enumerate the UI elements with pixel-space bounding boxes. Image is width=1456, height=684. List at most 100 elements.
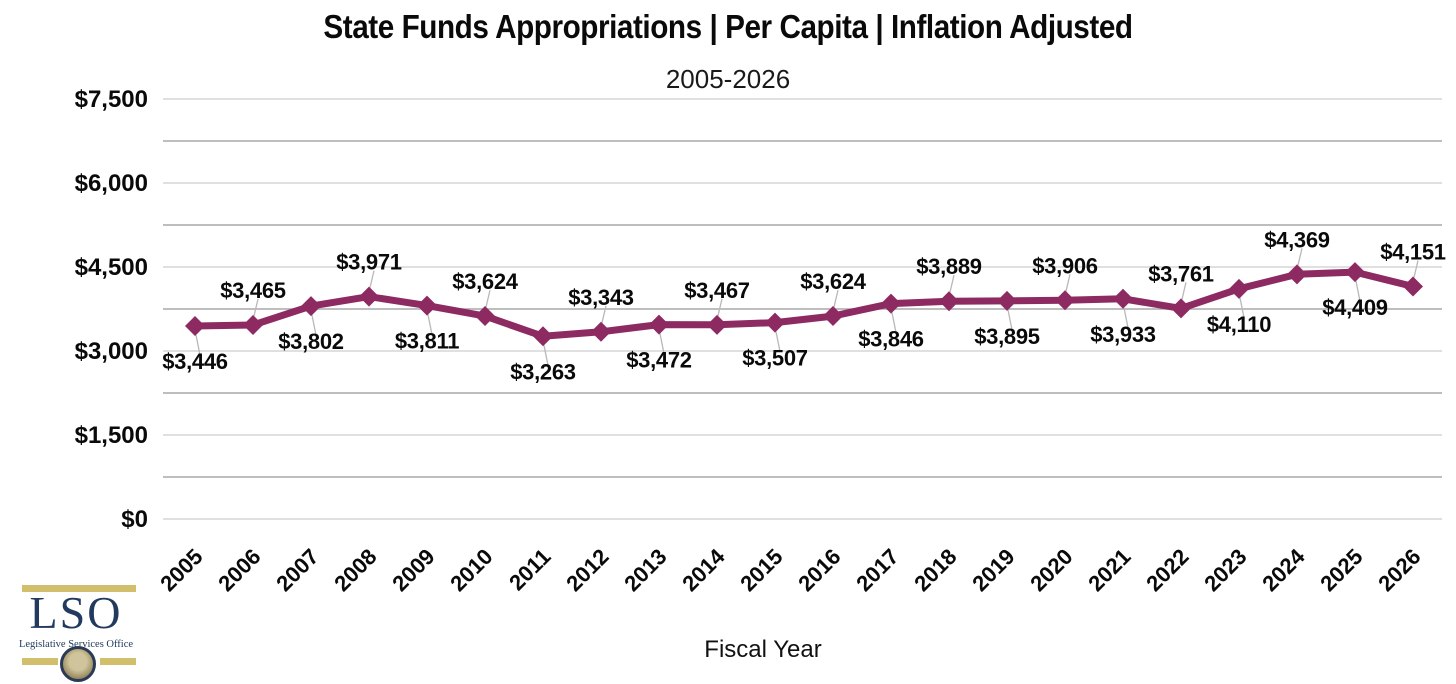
y-tick-label: $4,500 — [75, 254, 148, 281]
x-tick-label: 2012 — [561, 544, 613, 596]
leader-line — [949, 275, 955, 293]
x-tick-label: 2022 — [1141, 544, 1193, 596]
data-point-label: $3,507 — [742, 346, 808, 371]
data-point-marker — [939, 291, 959, 312]
x-tick-label: 2024 — [1257, 543, 1310, 596]
leader-line — [1239, 297, 1245, 318]
data-point-marker — [1403, 276, 1423, 297]
y-tick-label: $1,500 — [75, 422, 148, 449]
data-point-label: $4,369 — [1264, 227, 1330, 252]
x-axis-title: Fiscal Year — [704, 636, 822, 663]
chart-subtitle: 2005-2026 — [665, 64, 791, 94]
data-point-label: $4,110 — [1207, 312, 1271, 337]
leader-line — [1065, 274, 1071, 292]
data-point-marker — [533, 326, 553, 347]
data-point-label: $3,933 — [1090, 322, 1156, 347]
data-point-label: $3,761 — [1148, 261, 1214, 286]
x-tick-label: 2023 — [1199, 544, 1251, 596]
leader-line — [601, 305, 607, 323]
data-point-label: $3,971 — [336, 250, 402, 275]
x-tick-label: 2016 — [793, 544, 845, 596]
data-point-label: $3,343 — [568, 285, 634, 310]
lso-seal-icon — [60, 646, 96, 682]
leader-line — [485, 289, 491, 308]
x-tick-label: 2007 — [271, 544, 323, 596]
data-point-label: $3,624 — [800, 269, 867, 294]
data-point-label: $3,472 — [626, 348, 692, 373]
data-point-label: $3,895 — [974, 324, 1040, 349]
y-tick-label: $6,000 — [75, 170, 148, 197]
data-point-marker — [649, 314, 669, 335]
x-tick-label: 2009 — [387, 544, 439, 596]
data-point-label: $4,409 — [1322, 295, 1388, 320]
data-point-label: $3,846 — [858, 327, 924, 352]
leader-line — [775, 331, 781, 352]
y-tick-label: $0 — [121, 506, 148, 533]
leader-line — [1413, 260, 1419, 278]
data-point-marker — [765, 312, 785, 333]
x-tick-label: 2014 — [677, 543, 730, 596]
data-point-label: $3,263 — [510, 359, 576, 384]
leader-line — [1007, 309, 1013, 331]
data-point-marker — [881, 293, 901, 314]
leader-line — [195, 334, 201, 356]
data-point-label: $4,151 — [1380, 240, 1446, 265]
data-point-marker — [1055, 290, 1075, 311]
x-tick-label: 2017 — [851, 544, 903, 596]
x-tick-label: 2025 — [1315, 544, 1367, 596]
data-point-marker — [1287, 264, 1307, 285]
x-tick-label: 2015 — [735, 544, 787, 596]
data-point-marker — [1345, 262, 1365, 283]
lso-logo: LSO Legislative Services Office — [14, 582, 138, 684]
data-point-marker — [417, 295, 437, 316]
data-point-marker — [997, 290, 1017, 311]
data-point-marker — [1113, 288, 1133, 309]
leader-line — [833, 289, 839, 308]
x-tick-label: 2011 — [504, 544, 555, 595]
x-tick-label: 2010 — [445, 544, 497, 596]
logo-bottom-bar-right — [100, 658, 136, 665]
leader-line — [1123, 307, 1129, 328]
x-tick-label: 2006 — [213, 544, 265, 596]
data-point-label: $3,906 — [1032, 253, 1098, 278]
leader-line — [891, 312, 897, 333]
leader-line — [1297, 248, 1303, 266]
y-tick-label: $3,000 — [75, 338, 148, 365]
leader-line — [253, 298, 259, 317]
y-tick-label: $7,500 — [75, 86, 148, 113]
data-point-label: $3,465 — [220, 278, 286, 303]
data-point-marker — [359, 286, 379, 307]
data-point-marker — [301, 296, 321, 317]
logo-acronym: LSO — [29, 587, 123, 638]
data-point-label: $3,624 — [452, 269, 519, 294]
data-point-marker — [243, 314, 263, 335]
leader-line — [427, 314, 433, 335]
logo-bottom-bar-left — [22, 658, 58, 665]
leader-line — [1355, 280, 1361, 302]
data-point-label: $3,889 — [916, 254, 982, 279]
x-tick-label: 2018 — [909, 544, 961, 596]
leader-line — [659, 333, 665, 354]
data-point-marker — [1171, 298, 1191, 319]
leader-line — [311, 314, 317, 336]
x-tick-label: 2013 — [619, 544, 671, 596]
data-point-label: $3,802 — [278, 329, 344, 354]
data-point-marker — [707, 314, 727, 335]
x-tick-label: 2008 — [329, 544, 381, 596]
x-tick-label: 2019 — [967, 544, 1019, 596]
x-tick-label: 2020 — [1025, 544, 1077, 596]
leader-line — [543, 345, 549, 366]
logo-top-bar — [22, 585, 136, 592]
data-point-marker — [823, 306, 843, 327]
leader-line — [369, 270, 375, 288]
data-point-label: $3,467 — [684, 278, 750, 303]
data-point-marker — [475, 306, 495, 327]
x-tick-label: 2005 — [155, 544, 207, 596]
leader-line — [717, 298, 723, 316]
data-point-marker — [1229, 278, 1249, 299]
data-point-label: $3,811 — [395, 329, 459, 354]
series-line — [191, 268, 1417, 340]
leader-line — [1181, 282, 1187, 300]
x-tick-label: 2021 — [1083, 544, 1135, 596]
